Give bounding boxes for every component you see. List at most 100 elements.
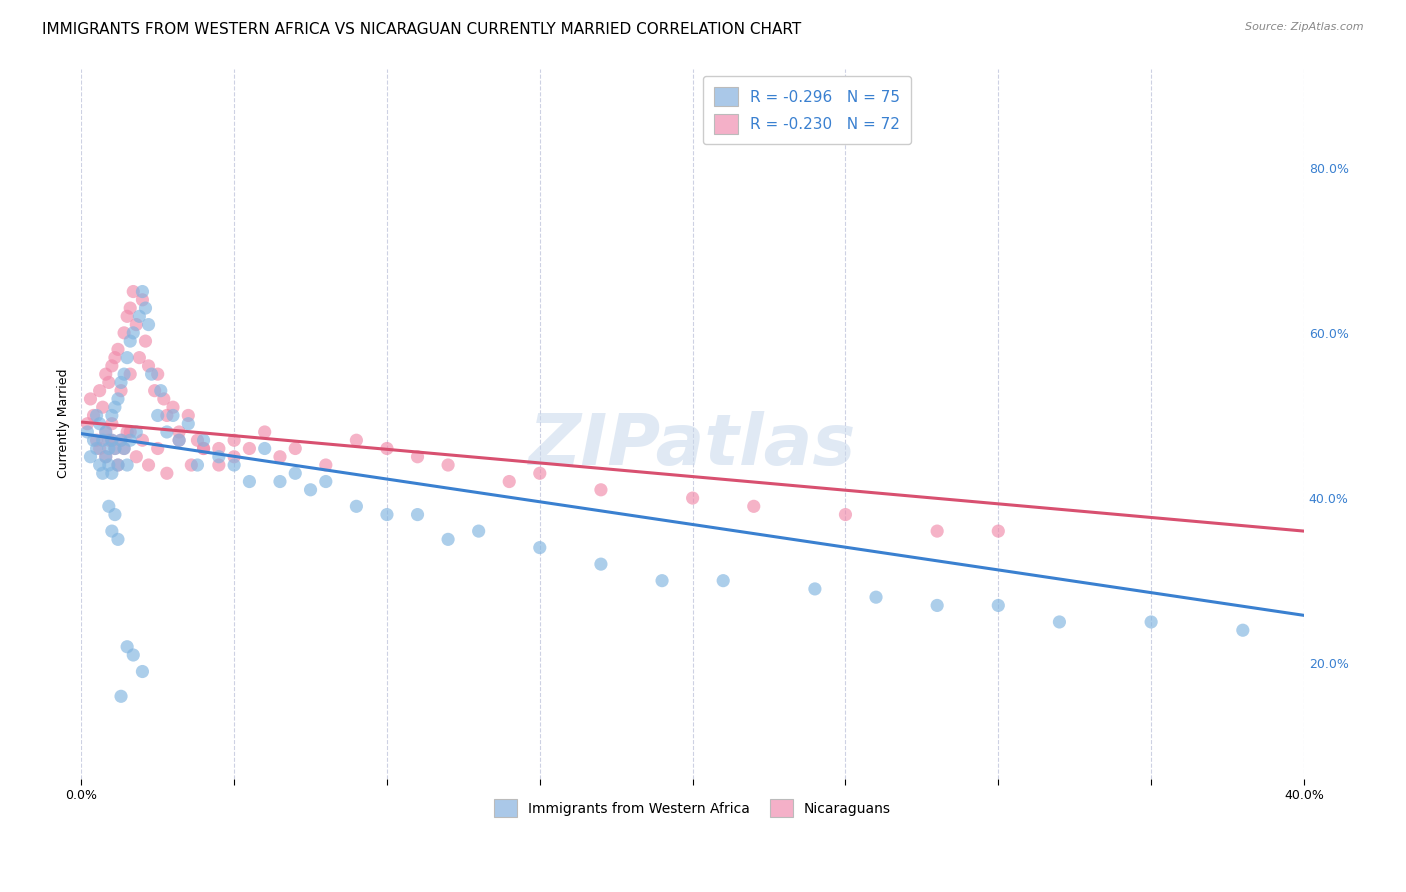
Point [865, 590, 887, 604]
Point [208, 442, 231, 456]
Point [83, 409, 105, 423]
Point [208, 458, 231, 472]
Point [89, 442, 111, 456]
Point [834, 508, 856, 522]
Point [315, 475, 337, 489]
Point [112, 367, 135, 381]
Point [153, 392, 176, 406]
Point [224, 458, 246, 472]
Point [125, 318, 148, 332]
Point [120, 367, 142, 381]
Point [224, 450, 246, 464]
Point [128, 351, 150, 365]
Point [86, 434, 108, 448]
Point [110, 384, 132, 398]
Point [238, 475, 260, 489]
Point [115, 310, 138, 324]
Point [1049, 615, 1071, 629]
Point [131, 293, 153, 307]
Y-axis label: Currently Married: Currently Married [58, 369, 70, 478]
Point [104, 400, 127, 414]
Point [406, 450, 429, 464]
Point [94, 450, 117, 464]
Point [97, 376, 120, 390]
Text: IMMIGRANTS FROM WESTERN AFRICA VS NICARAGUAN CURRENTLY MARRIED CORRELATION CHART: IMMIGRANTS FROM WESTERN AFRICA VS NICARA… [42, 22, 801, 37]
Point [284, 442, 307, 456]
Point [125, 425, 148, 439]
Point [315, 458, 337, 472]
Point [110, 690, 132, 704]
Point [89, 384, 111, 398]
Point [134, 301, 156, 315]
Point [120, 301, 142, 315]
Point [97, 442, 120, 456]
Point [107, 392, 129, 406]
Point [122, 285, 145, 299]
Point [76, 425, 98, 439]
Point [138, 458, 160, 472]
Point [253, 425, 276, 439]
Point [120, 434, 142, 448]
Point [742, 500, 765, 514]
Point [86, 442, 108, 456]
Point [193, 442, 215, 456]
Point [131, 665, 153, 679]
Point [107, 343, 129, 357]
Point [101, 434, 124, 448]
Point [91, 467, 114, 481]
Point [156, 425, 179, 439]
Point [83, 434, 105, 448]
Point [112, 442, 135, 456]
Point [91, 434, 114, 448]
Point [97, 500, 120, 514]
Point [529, 541, 551, 555]
Point [529, 467, 551, 481]
Point [91, 400, 114, 414]
Point [107, 458, 129, 472]
Point [253, 442, 276, 456]
Point [156, 467, 179, 481]
Point [94, 450, 117, 464]
Point [141, 367, 163, 381]
Point [284, 467, 307, 481]
Point [177, 409, 200, 423]
Point [193, 434, 215, 448]
Point [101, 524, 124, 538]
Point [143, 384, 166, 398]
Point [711, 574, 734, 588]
Point [89, 417, 111, 431]
Point [375, 508, 398, 522]
Point [115, 458, 138, 472]
Point [208, 450, 231, 464]
Point [115, 640, 138, 654]
Point [269, 475, 291, 489]
Point [112, 326, 135, 340]
Point [138, 359, 160, 373]
Point [167, 434, 190, 448]
Point [122, 326, 145, 340]
Point [120, 425, 142, 439]
Point [101, 467, 124, 481]
Point [120, 334, 142, 348]
Point [167, 425, 190, 439]
Point [76, 417, 98, 431]
Point [193, 442, 215, 456]
Point [589, 557, 612, 571]
Point [94, 425, 117, 439]
Point [94, 425, 117, 439]
Point [104, 351, 127, 365]
Text: ZIPatlas: ZIPatlas [529, 410, 856, 480]
Point [177, 417, 200, 431]
Point [299, 483, 322, 497]
Point [125, 450, 148, 464]
Point [79, 450, 101, 464]
Point [498, 475, 520, 489]
Point [406, 508, 429, 522]
Point [110, 434, 132, 448]
Point [344, 500, 367, 514]
Point [1232, 624, 1254, 638]
Point [104, 508, 127, 522]
Point [987, 599, 1010, 613]
Point [104, 442, 127, 456]
Point [238, 442, 260, 456]
